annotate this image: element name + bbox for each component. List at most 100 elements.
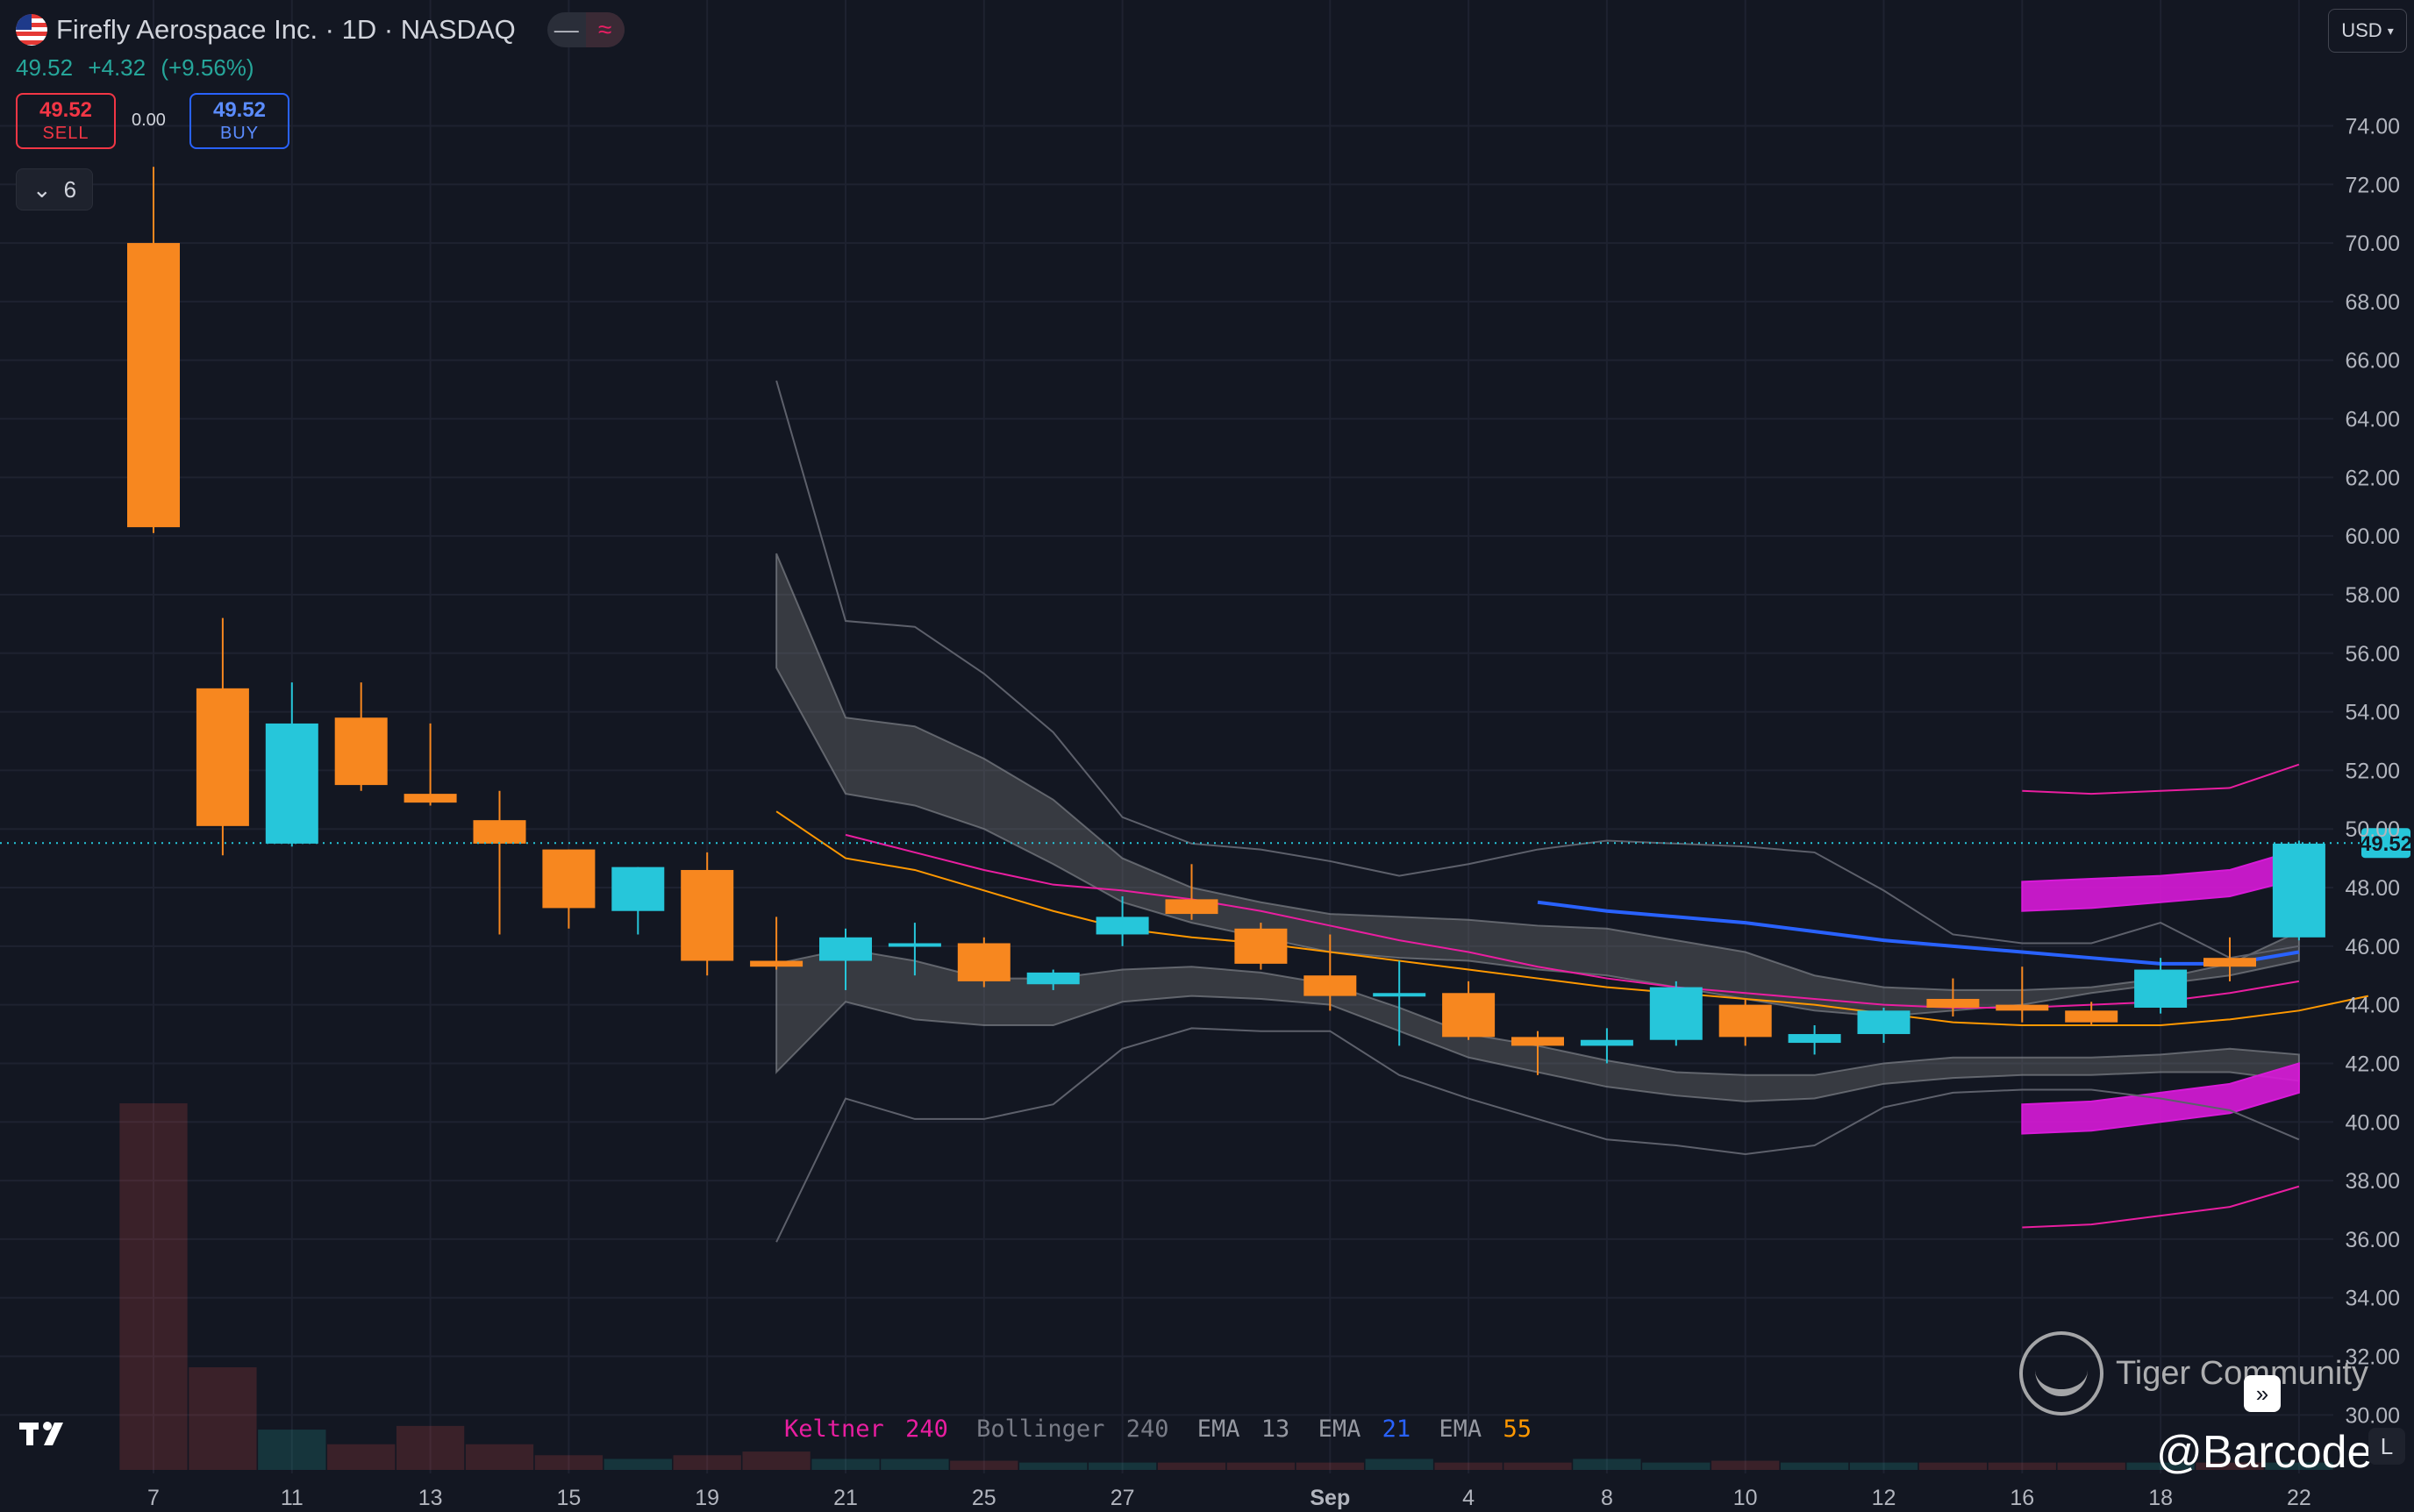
wave-icon[interactable]: ≈ [585,12,625,47]
candlesticks [127,167,2325,1075]
y-tick-label: 38.00 [2345,1169,2400,1194]
y-tick-label: 54.00 [2345,701,2400,725]
volume-bar [1849,1462,1918,1470]
buy-button[interactable]: 49.52 BUY [189,93,289,149]
candle-body [1649,987,1703,1040]
volume-bar [2057,1462,2125,1470]
symbol-title[interactable]: Firefly Aerospace Inc. · 1D · NASDAQ [56,14,516,45]
chart-header: Firefly Aerospace Inc. · 1D · NASDAQ — ≈ [16,12,625,47]
line-bollinger-240-lower [775,1027,2300,1243]
y-tick-label: 56.00 [2345,642,2400,667]
candle-body [1373,993,1426,997]
volume-bar [1503,1462,1572,1470]
y-tick-label: 50.00 [2345,817,2400,842]
candle-body [542,849,596,909]
watermark: Tiger Community [2019,1331,2368,1416]
currency-select[interactable]: USD ▾ [2328,9,2407,53]
x-tick-label: 16 [2010,1486,2034,1510]
currency-label: USD [2341,19,2382,41]
x-tick-label: 18 [2148,1486,2173,1510]
candle-body [1234,928,1288,964]
log-scale-button[interactable]: L [2368,1428,2405,1465]
legend-bollinger[interactable]: Bollinger 240 [976,1416,1169,1443]
price-summary: 49.52 +4.32 (+9.56%) [16,54,263,82]
volume-bar [673,1455,741,1470]
line-ema-55 [775,810,2369,1027]
price-change-percent: (+9.56%) [161,54,254,81]
y-tick-label: 64.00 [2345,408,2400,432]
x-tick-label: 21 [833,1486,858,1510]
indicator-lines [775,380,2369,1243]
last-price-label: 49.52 [2360,832,2412,856]
y-tick-label: 68.00 [2345,290,2400,315]
buy-price: 49.52 [212,98,267,122]
candle-body [819,937,872,961]
volume-bar [1296,1462,1364,1470]
x-tick-label: 12 [1872,1486,1896,1510]
candle-body [2203,958,2256,967]
time-axis: 7 11 13 15 19 21 25 27 Sep 4 8 10 12 16 18 22 [147,1486,2311,1510]
minimize-icon[interactable]: — [554,16,579,43]
y-tick-label: 70.00 [2345,232,2400,256]
volume-bar [1226,1462,1296,1470]
candle-body [1511,1037,1564,1046]
legend-ema-21[interactable]: EMA 21 [1318,1416,1411,1443]
volume-bar [742,1451,811,1470]
buy-label: BUY [219,124,260,143]
volume-bar [1365,1459,1433,1470]
header-controls: — ≈ [546,12,625,47]
indicator-count: 6 [63,175,77,203]
sell-label: SELL [42,124,89,143]
volume-bar [396,1425,465,1470]
candle-body [473,820,526,844]
sell-price: 49.52 [39,98,93,122]
candle-body [2134,969,2188,1008]
candle-body [196,688,249,826]
last-price-line: 49.52 [0,828,2412,859]
candle-body [681,869,734,961]
x-tick-label: 15 [556,1486,581,1510]
x-tick-label: 7 [147,1486,160,1510]
candle-body [888,943,941,947]
candle-body [2065,1010,2118,1023]
x-tick-label: Sep [1310,1486,1350,1510]
volume-bar [189,1366,257,1470]
legend-keltner[interactable]: Keltner 240 [784,1416,948,1443]
x-tick-label: 27 [1111,1486,1135,1510]
volume-bar [1642,1462,1711,1470]
indicators-toggle[interactable]: ⌄ 6 [16,168,93,210]
candle-body [611,867,665,911]
candle-body [1926,998,1980,1008]
y-tick-label: 46.00 [2345,935,2400,959]
volume-bar [881,1459,949,1470]
candle-body [2272,843,2325,938]
x-tick-label: 25 [972,1486,996,1510]
indicator-legend: Keltner 240 Bollinger 240 EMA 13 EMA 21 … [784,1416,1546,1443]
y-tick-label: 72.00 [2345,173,2400,197]
x-tick-label: 4 [1462,1486,1475,1510]
legend-ema-13[interactable]: EMA 13 [1196,1416,1290,1443]
legend-ema-55[interactable]: EMA 55 [1439,1416,1532,1443]
volume-bar [1434,1462,1503,1470]
volume-bar [534,1455,604,1470]
volume-bar [119,1103,188,1470]
line-keltner-240-upper [2022,763,2300,795]
y-tick-label: 44.00 [2345,994,2400,1018]
watermark-brand: Tiger Community [2116,1354,2368,1392]
chart-grid [0,0,2333,1473]
candle-body [1026,972,1080,985]
y-tick-label: 30.00 [2345,1403,2400,1428]
candle-body [404,794,457,803]
line-ema-21 [1537,900,2300,966]
y-tick-label: 48.00 [2345,876,2400,901]
sell-button[interactable]: 49.52 SELL [16,93,116,149]
volume-bar [811,1459,880,1470]
y-tick-label: 40.00 [2345,1110,2400,1135]
candle-body [1788,1034,1841,1044]
volume-bar [465,1444,534,1470]
scroll-to-realtime-button[interactable]: » [2244,1375,2281,1412]
x-tick-label: 22 [2287,1486,2311,1510]
tradingview-logo-icon [19,1422,63,1445]
line-bollinger-240-upper [775,380,2300,959]
